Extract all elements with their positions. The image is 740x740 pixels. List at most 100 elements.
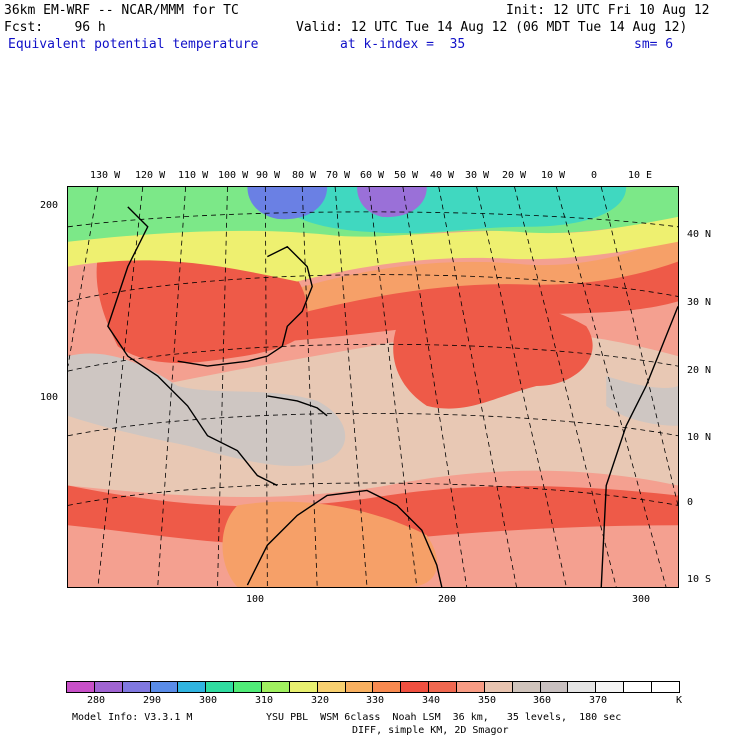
field-name: Equivalent potential temperature <box>8 37 259 52</box>
lon-label: 60 W <box>360 170 385 181</box>
longitude-line <box>217 187 228 587</box>
colorbar-label: 360 <box>533 695 552 706</box>
lat-label: 20 N <box>687 365 712 376</box>
longitude-line <box>402 187 468 587</box>
diffusion-info: DIFF, simple KM, 2D Smagor <box>352 725 509 736</box>
colorbar-swatch <box>150 682 179 692</box>
latitude-line <box>68 413 678 437</box>
colorbar-swatch <box>484 682 513 692</box>
lon-label: 110 W <box>178 170 209 181</box>
longitude-line <box>600 187 678 506</box>
colorbar-swatch <box>596 682 625 692</box>
colorbar-label: 340 <box>422 695 441 706</box>
lon-label: 90 W <box>256 170 281 181</box>
lat-label: 0 <box>687 497 694 508</box>
lat-label: 10 N <box>687 432 712 443</box>
lon-label: 50 W <box>394 170 419 181</box>
lon-label: 40 W <box>430 170 455 181</box>
red-united-states <box>96 249 309 363</box>
colorbar-swatch <box>289 682 318 692</box>
smoothing-info: sm= 6 <box>634 37 674 52</box>
coastline-caribbean <box>267 395 328 417</box>
valid-time: Valid: 12 UTC Tue 14 Aug 12 (06 MDT Tue … <box>296 20 688 35</box>
colorbar-swatch <box>345 682 374 692</box>
blue-labrador <box>247 187 328 220</box>
physics-info: YSU PBL WSM 6class Noah LSM 36 km, 35 le… <box>266 712 622 723</box>
grid-y-label: 100 <box>40 392 59 403</box>
latitude-line <box>68 274 678 302</box>
colorbar-swatch <box>401 682 430 692</box>
colorbar-swatch <box>206 682 235 692</box>
lon-label: 70 W <box>326 170 351 181</box>
lon-label: 30 W <box>465 170 490 181</box>
colorbar-swatch <box>429 682 458 692</box>
model-title: 36km EM-WRF -- NCAR/MMM for TC <box>4 3 239 18</box>
colorbar-label: 300 <box>199 695 218 706</box>
longitude-line <box>157 187 187 587</box>
longitude-line <box>556 187 667 587</box>
longitude-line <box>97 187 144 587</box>
init-time: Init: 12 UTC Fri 10 Aug 12 <box>506 3 710 18</box>
colorbar-swatch <box>512 682 541 692</box>
colorbar-swatch <box>540 682 569 692</box>
colorbar-swatch <box>624 682 653 692</box>
purple-labrador-sea <box>357 187 427 218</box>
gray-eastern-atlantic <box>606 376 678 426</box>
coastlines <box>107 206 678 587</box>
latitude-line <box>68 343 678 372</box>
lon-label: 20 W <box>502 170 527 181</box>
grid-y-label: 200 <box>40 200 59 211</box>
lon-label: 100 W <box>218 170 249 181</box>
colorbar-swatch <box>178 682 207 692</box>
lon-label: 0 <box>591 170 598 181</box>
colorbar-swatch <box>457 682 485 692</box>
coastline-south-america <box>246 489 443 587</box>
colorbar-swatch <box>67 682 95 692</box>
theta-e-map <box>67 186 679 588</box>
colorbar-label: 350 <box>478 695 497 706</box>
colorbar-label: 320 <box>311 695 330 706</box>
coastline-north-america <box>107 206 278 487</box>
colorbar-label: 310 <box>255 695 274 706</box>
grid-x-label: 300 <box>632 594 651 605</box>
model-info: Model Info: V3.3.1 M <box>72 712 193 723</box>
colorbar-unit: K <box>676 695 683 706</box>
lat-label: 40 N <box>687 229 712 240</box>
lon-label: 10 E <box>628 170 653 181</box>
coastline-africa <box>600 306 678 587</box>
grid-x-label: 200 <box>438 594 457 605</box>
colorbar-swatch <box>652 682 679 692</box>
forecast-hour: Fcst: 96 h <box>4 20 106 35</box>
longitude-line <box>514 187 617 587</box>
colorbar-label: 290 <box>143 695 162 706</box>
colorbar <box>66 681 680 693</box>
cyan-north-atlantic <box>267 187 627 234</box>
gray-caribbean <box>68 353 346 466</box>
orange-south-america <box>222 501 438 587</box>
lon-label: 120 W <box>135 170 166 181</box>
colorbar-label: 280 <box>87 695 106 706</box>
lat-label: 30 N <box>687 297 712 308</box>
latitude-line <box>68 482 678 506</box>
longitude-line <box>368 187 418 587</box>
longitude-line <box>301 187 318 587</box>
colorbar-swatch <box>317 682 346 692</box>
colorbar-swatch <box>94 682 123 692</box>
colorbar-swatch <box>262 682 290 692</box>
colorbar-swatch <box>234 682 263 692</box>
lon-label: 130 W <box>90 170 121 181</box>
level-info: at k-index = 35 <box>340 37 466 52</box>
longitude-line <box>68 187 99 367</box>
colorbar-label: 370 <box>589 695 608 706</box>
longitude-line <box>334 187 368 587</box>
longitude-line <box>264 187 268 587</box>
colorbar-swatch <box>122 682 151 692</box>
coastline-gulf-coast <box>177 245 313 367</box>
red-northern-band <box>287 256 678 342</box>
lon-label: 80 W <box>292 170 317 181</box>
longitude-line <box>476 187 567 587</box>
graticule <box>68 187 678 587</box>
red-central-atlantic <box>393 303 593 409</box>
colorbar-swatch <box>373 682 402 692</box>
colorbar-swatch <box>568 682 597 692</box>
